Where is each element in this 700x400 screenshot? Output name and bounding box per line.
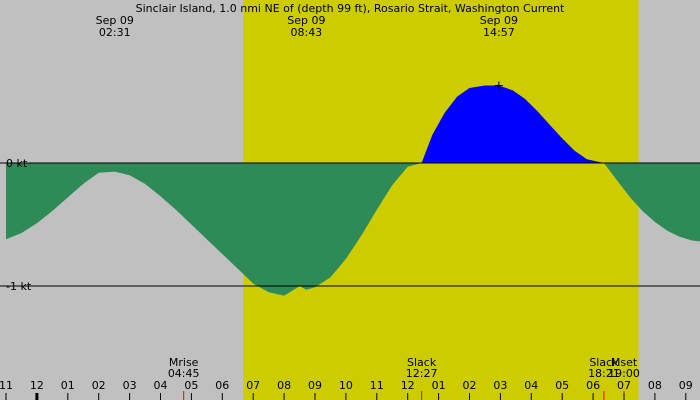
reference-lines bbox=[0, 162, 700, 287]
event-name: Slack bbox=[407, 356, 437, 369]
x-tick-label: 07 bbox=[617, 379, 631, 392]
x-tick-label: 05 bbox=[555, 379, 569, 392]
event-date: Sep 09 bbox=[287, 14, 325, 27]
x-tick-label: 05 bbox=[184, 379, 198, 392]
event-time: 14:57 bbox=[483, 26, 515, 39]
x-tick-label: 11 bbox=[370, 379, 384, 392]
event-time: 04:45 bbox=[168, 367, 200, 380]
x-tick-label: 09 bbox=[308, 379, 322, 392]
event-name: Mset bbox=[611, 356, 638, 369]
x-axis-ticks: 11 12 01 02 03 04 05 06 07 08 09 10 11 12 01 02 03 04 05 06… bbox=[0, 379, 693, 400]
x-tick-label: 08 bbox=[648, 379, 662, 392]
x-tick-label: 02 bbox=[463, 379, 477, 392]
x-tick-label: 01 bbox=[61, 379, 75, 392]
event-time: 12:27 bbox=[406, 367, 438, 380]
x-tick-label: 12 bbox=[30, 379, 44, 392]
y-label: -1 kt bbox=[6, 280, 32, 293]
x-tick-label: 07 bbox=[246, 379, 260, 392]
event-date: Sep 09 bbox=[480, 14, 518, 27]
x-tick-label: 10 bbox=[339, 379, 353, 392]
flood-area bbox=[6, 85, 700, 163]
x-tick-label: 01 bbox=[432, 379, 446, 392]
y-axis-labels: 0 kt -1 kt bbox=[6, 157, 32, 293]
x-tick-label: 03 bbox=[493, 379, 507, 392]
event-name: Slack bbox=[589, 356, 619, 369]
x-tick-label: 04 bbox=[524, 379, 538, 392]
x-tick-label: 03 bbox=[123, 379, 137, 392]
y-label: 0 kt bbox=[6, 157, 28, 170]
event-time: 08:43 bbox=[290, 26, 322, 39]
ebb-area bbox=[6, 163, 700, 296]
x-tick-label: 09 bbox=[679, 379, 693, 392]
x-tick-label: 08 bbox=[277, 379, 291, 392]
x-tick-label: 11 bbox=[0, 379, 13, 392]
event-date: Sep 09 bbox=[96, 14, 134, 27]
x-tick-label: 12 bbox=[401, 379, 415, 392]
chart-title: Sinclair Island, 1.0 nmi NE of (depth 99… bbox=[136, 2, 565, 15]
event-time: 18:21 bbox=[588, 367, 620, 380]
x-tick-label: 06 bbox=[215, 379, 229, 392]
x-tick-label: 04 bbox=[154, 379, 168, 392]
event-time: 02:31 bbox=[99, 26, 131, 39]
event-time: 19:00 bbox=[608, 367, 640, 380]
current-area-layer bbox=[6, 85, 700, 296]
event-name: Mrise bbox=[169, 356, 199, 369]
x-tick-label: 06 bbox=[586, 379, 600, 392]
x-tick-label: 02 bbox=[92, 379, 106, 392]
